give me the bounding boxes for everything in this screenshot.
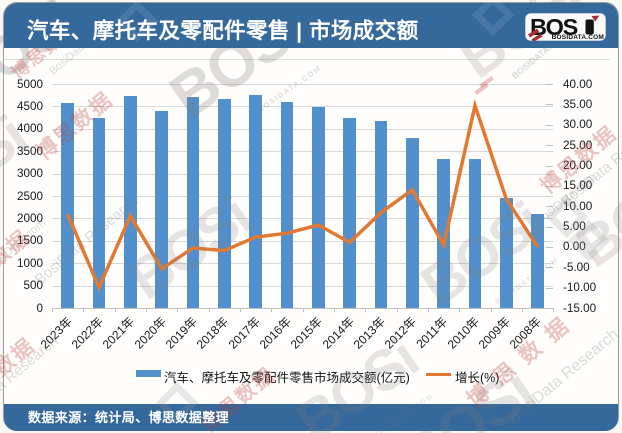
svg-text:BOSIDATA.COM: BOSIDATA.COM bbox=[552, 34, 604, 41]
